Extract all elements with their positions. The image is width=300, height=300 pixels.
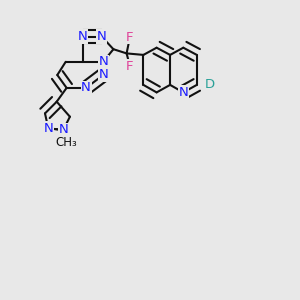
Text: CH₃: CH₃ — [56, 136, 77, 149]
Text: N: N — [44, 122, 53, 135]
Text: N: N — [98, 55, 108, 68]
Text: N: N — [78, 30, 88, 43]
Text: F: F — [126, 31, 134, 44]
Text: N: N — [98, 68, 108, 82]
Text: N: N — [97, 30, 106, 43]
Text: N: N — [58, 123, 68, 136]
Text: N: N — [81, 81, 91, 94]
Text: N: N — [178, 86, 188, 99]
Text: F: F — [126, 59, 134, 73]
Text: D: D — [205, 78, 215, 92]
